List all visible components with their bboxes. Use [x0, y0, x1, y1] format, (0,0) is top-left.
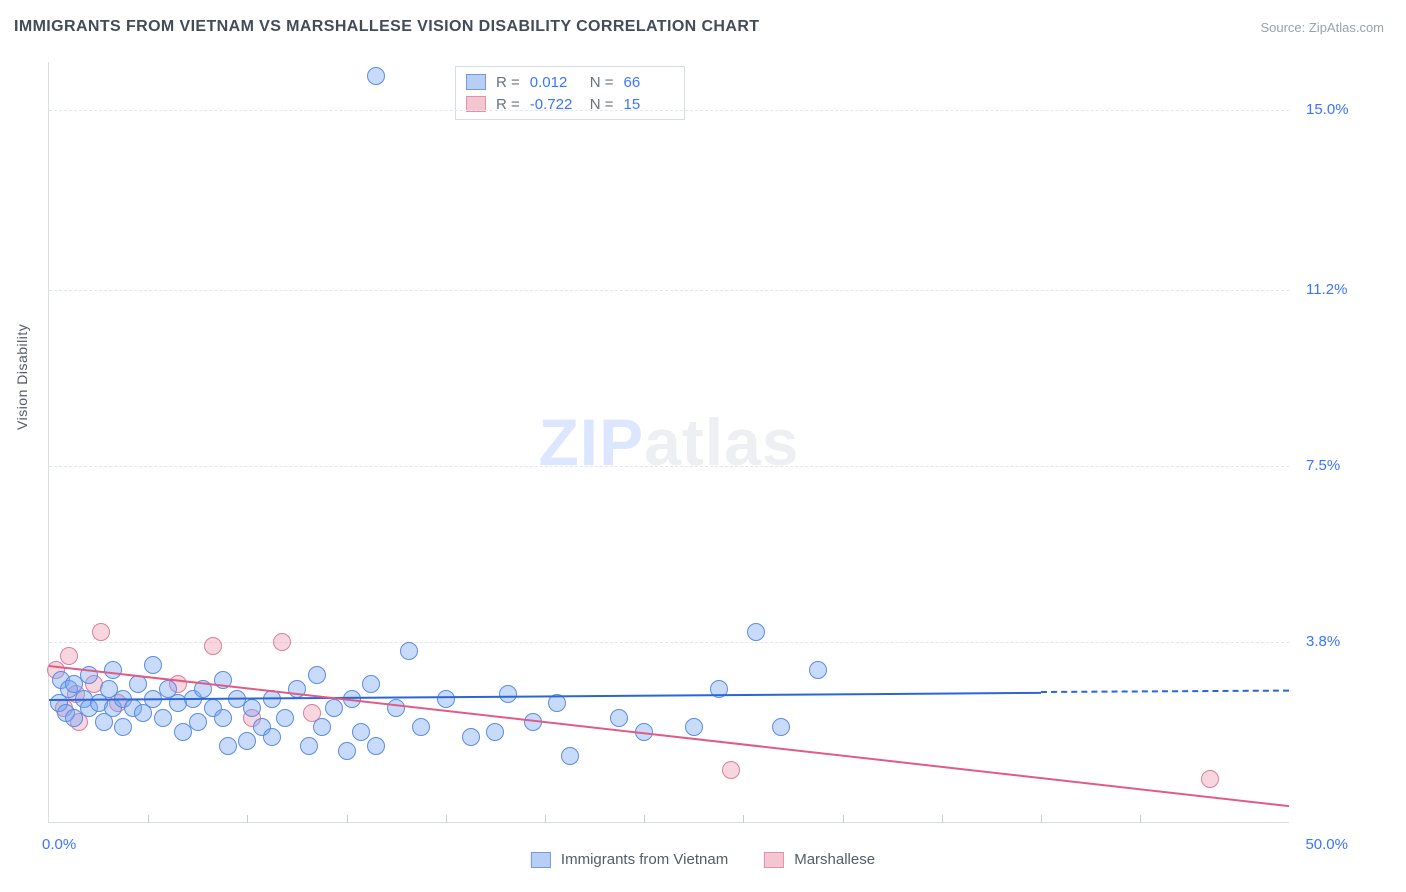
r-label: R =	[496, 74, 520, 91]
x-tick	[843, 815, 844, 823]
x-tick	[1041, 815, 1042, 823]
x-tick	[347, 815, 348, 823]
y-tick-label: 15.0%	[1306, 101, 1366, 118]
x-tick	[1140, 815, 1141, 823]
stat-row: R =-0.722N =15	[466, 93, 674, 115]
x-tick	[644, 815, 645, 823]
data-point	[214, 709, 232, 727]
watermark-zip: ZIP	[538, 405, 644, 479]
data-point	[772, 718, 790, 736]
data-point	[144, 656, 162, 674]
series-legend: Immigrants from Vietnam Marshallese	[531, 830, 875, 889]
data-point	[367, 67, 385, 85]
legend-swatch	[764, 852, 784, 868]
y-tick-label: 7.5%	[1306, 457, 1366, 474]
data-point	[313, 718, 331, 736]
data-point	[238, 732, 256, 750]
data-point	[809, 661, 827, 679]
gridline	[49, 466, 1289, 467]
data-point	[300, 737, 318, 755]
x-axis-end-label: 50.0%	[1305, 836, 1348, 853]
x-tick	[942, 815, 943, 823]
legend-swatch	[531, 852, 551, 868]
gridline	[49, 110, 1289, 111]
data-point	[325, 699, 343, 717]
x-tick	[545, 815, 546, 823]
data-point	[219, 737, 237, 755]
x-tick	[148, 815, 149, 823]
data-point	[114, 718, 132, 736]
x-tick	[743, 815, 744, 823]
data-point	[308, 666, 326, 684]
data-point	[276, 709, 294, 727]
n-label: N =	[590, 74, 614, 91]
data-point	[387, 699, 405, 717]
y-tick-label: 3.8%	[1306, 633, 1366, 650]
data-point	[1201, 770, 1219, 788]
data-point	[561, 747, 579, 765]
x-axis-start-label: 0.0%	[42, 836, 76, 853]
y-tick-label: 11.2%	[1306, 281, 1366, 298]
data-point	[189, 713, 207, 731]
data-point	[499, 685, 517, 703]
source-label: Source: ZipAtlas.com	[1260, 20, 1384, 35]
plot-area: ZIPatlas R = 0.012 N = 66 R =-0.722N =15	[48, 62, 1289, 823]
data-point	[400, 642, 418, 660]
data-point	[412, 718, 430, 736]
data-point	[747, 623, 765, 641]
data-point	[129, 675, 147, 693]
data-point	[273, 633, 291, 651]
legend-swatch	[466, 74, 486, 90]
data-point	[60, 647, 78, 665]
legend-label: Marshallese	[794, 851, 875, 868]
data-point	[352, 723, 370, 741]
legend-item: Immigrants from Vietnam	[531, 851, 728, 868]
stat-row: R = 0.012 N = 66	[466, 71, 674, 93]
data-point	[204, 637, 222, 655]
data-point	[104, 661, 122, 679]
data-point	[263, 728, 281, 746]
n-value: 66	[624, 74, 674, 91]
gridline	[49, 642, 1289, 643]
y-axis-label: Vision Disability	[14, 324, 30, 430]
data-point	[367, 737, 385, 755]
data-point	[486, 723, 504, 741]
legend-item: Marshallese	[764, 851, 875, 868]
watermark: ZIPatlas	[538, 404, 799, 480]
x-tick	[247, 815, 248, 823]
data-point	[685, 718, 703, 736]
gridline	[49, 290, 1289, 291]
watermark-atlas: atlas	[644, 405, 799, 479]
data-point	[362, 675, 380, 693]
regression-line	[1041, 690, 1289, 693]
x-tick	[446, 815, 447, 823]
data-point	[243, 699, 261, 717]
data-point	[338, 742, 356, 760]
legend-label: Immigrants from Vietnam	[561, 851, 728, 868]
data-point	[462, 728, 480, 746]
data-point	[437, 690, 455, 708]
r-value: 0.012	[530, 74, 580, 91]
chart-title: IMMIGRANTS FROM VIETNAM VS MARSHALLESE V…	[14, 18, 759, 36]
regression-line	[49, 665, 1289, 807]
stats-legend: R = 0.012 N = 66 R =-0.722N =15	[455, 66, 685, 120]
data-point	[722, 761, 740, 779]
data-point	[92, 623, 110, 641]
data-point	[154, 709, 172, 727]
data-point	[610, 709, 628, 727]
